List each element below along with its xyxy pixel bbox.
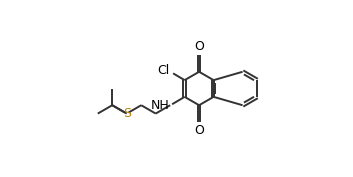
Text: NH: NH <box>151 99 170 112</box>
Text: O: O <box>194 124 204 138</box>
Text: O: O <box>194 39 204 53</box>
Text: Cl: Cl <box>157 64 169 78</box>
Text: S: S <box>123 107 131 120</box>
